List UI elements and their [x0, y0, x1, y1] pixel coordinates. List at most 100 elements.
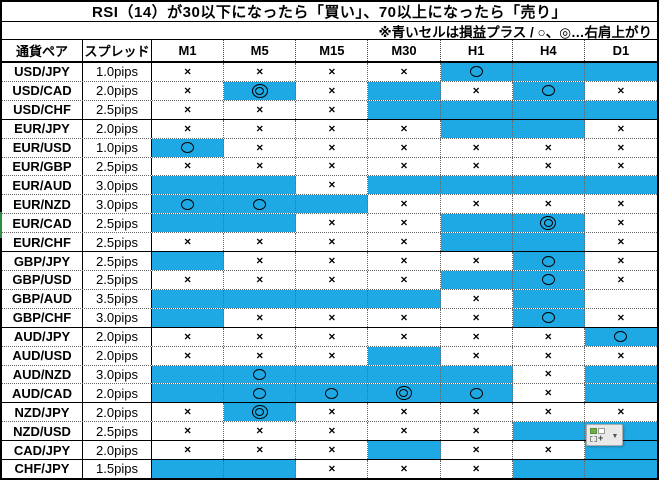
- cell-USD-JPY-M15[interactable]: ×: [296, 63, 369, 81]
- cell-AUD-USD-M5[interactable]: ×: [224, 346, 297, 365]
- spread-cell-EUR-NZD[interactable]: 3.0pips: [83, 195, 152, 214]
- cell-EUR-JPY-M15[interactable]: ×: [296, 119, 369, 138]
- cell-USD-CHF-M30[interactable]: [368, 100, 441, 119]
- cell-USD-CAD-M1[interactable]: ×: [152, 81, 225, 100]
- cell-GBP-CHF-H4[interactable]: [512, 308, 585, 327]
- cell-EUR-JPY-M5[interactable]: ×: [224, 119, 297, 138]
- cell-USD-CHF-M5[interactable]: ×: [224, 100, 297, 119]
- cell-GBP-AUD-H1[interactable]: ×: [440, 289, 513, 308]
- spread-cell-EUR-JPY[interactable]: 2.0pips: [83, 119, 152, 138]
- spread-cell-GBP-JPY[interactable]: 2.5pips: [83, 252, 152, 270]
- cell-USD-CAD-D1[interactable]: ×: [584, 81, 657, 100]
- cell-GBP-CHF-H1[interactable]: ×: [440, 308, 513, 327]
- cell-NZD-JPY-M15[interactable]: ×: [296, 403, 369, 422]
- cell-AUD-CAD-M5[interactable]: [224, 384, 297, 403]
- cell-EUR-GBP-H1[interactable]: ×: [440, 157, 513, 176]
- pair-cell-GBP-USD[interactable]: GBP/USD: [2, 270, 83, 289]
- column-header-M30[interactable]: M30: [368, 40, 441, 61]
- cell-GBP-AUD-H4[interactable]: [512, 289, 585, 308]
- cell-NZD-JPY-M5[interactable]: [224, 403, 297, 422]
- cell-EUR-USD-H1[interactable]: ×: [440, 138, 513, 157]
- cell-AUD-NZD-H1[interactable]: [440, 365, 513, 384]
- cell-GBP-JPY-M30[interactable]: ×: [368, 252, 441, 270]
- spread-cell-NZD-USD[interactable]: 2.5pips: [83, 422, 152, 441]
- pair-cell-USD-CHF[interactable]: USD/CHF: [2, 100, 83, 119]
- pair-cell-EUR-AUD[interactable]: EUR/AUD: [2, 176, 83, 195]
- autofill-dropdown-arrow[interactable]: ▼: [611, 432, 619, 440]
- cell-USD-CAD-M5[interactable]: [224, 81, 297, 100]
- autofill-options-button[interactable]: + ▼: [586, 424, 623, 446]
- cell-EUR-USD-M5[interactable]: ×: [224, 138, 297, 157]
- cell-GBP-CHF-M15[interactable]: ×: [296, 308, 369, 327]
- cell-EUR-GBP-M15[interactable]: ×: [296, 157, 369, 176]
- spread-cell-EUR-CAD[interactable]: 2.5pips: [83, 214, 152, 233]
- cell-AUD-USD-M30[interactable]: [368, 346, 441, 365]
- cell-AUD-USD-H4[interactable]: ×: [512, 346, 585, 365]
- cell-NZD-JPY-D1[interactable]: ×: [584, 403, 657, 422]
- spread-cell-NZD-JPY[interactable]: 2.0pips: [83, 403, 152, 422]
- cell-USD-JPY-D1[interactable]: [584, 63, 657, 81]
- cell-USD-JPY-H1[interactable]: [440, 63, 513, 81]
- cell-USD-CAD-M15[interactable]: ×: [296, 81, 369, 100]
- cell-EUR-NZD-H4[interactable]: ×: [512, 195, 585, 214]
- cell-AUD-NZD-M30[interactable]: [368, 365, 441, 384]
- pair-cell-USD-JPY[interactable]: USD/JPY: [2, 63, 83, 81]
- cell-EUR-NZD-H1[interactable]: ×: [440, 195, 513, 214]
- cell-AUD-NZD-M15[interactable]: [296, 365, 369, 384]
- pair-cell-GBP-AUD[interactable]: GBP/AUD: [2, 289, 83, 308]
- cell-GBP-JPY-M1[interactable]: [152, 252, 225, 270]
- cell-EUR-CAD-M30[interactable]: ×: [368, 214, 441, 233]
- pair-cell-CAD-JPY[interactable]: CAD/JPY: [2, 441, 83, 460]
- cell-NZD-JPY-H4[interactable]: ×: [512, 403, 585, 422]
- cell-EUR-USD-D1[interactable]: ×: [584, 138, 657, 157]
- cell-EUR-CAD-M1[interactable]: [152, 214, 225, 233]
- cell-NZD-JPY-H1[interactable]: ×: [440, 403, 513, 422]
- cell-EUR-CHF-M5[interactable]: ×: [224, 233, 297, 252]
- cell-AUD-JPY-D1[interactable]: [584, 327, 657, 346]
- pair-cell-EUR-NZD[interactable]: EUR/NZD: [2, 195, 83, 214]
- pair-cell-NZD-USD[interactable]: NZD/USD: [2, 422, 83, 441]
- cell-EUR-NZD-M1[interactable]: [152, 195, 225, 214]
- cell-AUD-USD-D1[interactable]: ×: [584, 346, 657, 365]
- cell-EUR-JPY-D1[interactable]: ×: [584, 119, 657, 138]
- cell-EUR-AUD-D1[interactable]: [584, 176, 657, 195]
- cell-EUR-GBP-M5[interactable]: ×: [224, 157, 297, 176]
- pair-cell-EUR-GBP[interactable]: EUR/GBP: [2, 157, 83, 176]
- cell-AUD-NZD-D1[interactable]: [584, 365, 657, 384]
- cell-EUR-CAD-M5[interactable]: [224, 214, 297, 233]
- cell-EUR-CHF-M1[interactable]: ×: [152, 233, 225, 252]
- cell-GBP-CHF-M1[interactable]: [152, 308, 225, 327]
- pair-cell-GBP-JPY[interactable]: GBP/JPY: [2, 252, 83, 270]
- cell-USD-CAD-M30[interactable]: [368, 81, 441, 100]
- cell-CHF-JPY-M15[interactable]: ×: [296, 460, 369, 478]
- cell-AUD-CAD-M1[interactable]: [152, 384, 225, 403]
- cell-NZD-USD-H4[interactable]: [512, 422, 585, 441]
- column-header-H1[interactable]: H1: [441, 40, 513, 61]
- cell-CHF-JPY-M1[interactable]: [152, 460, 225, 478]
- pair-cell-EUR-CHF[interactable]: EUR/CHF: [2, 233, 83, 252]
- cell-EUR-USD-M30[interactable]: ×: [368, 138, 441, 157]
- cell-EUR-NZD-M30[interactable]: ×: [368, 195, 441, 214]
- spread-cell-USD-CAD[interactable]: 2.0pips: [83, 81, 152, 100]
- cell-CAD-JPY-H4[interactable]: ×: [512, 441, 585, 460]
- column-header-M1[interactable]: M1: [152, 40, 225, 61]
- cell-GBP-AUD-D1[interactable]: [584, 289, 657, 308]
- cell-GBP-CHF-D1[interactable]: ×: [584, 308, 657, 327]
- cell-USD-CAD-H1[interactable]: ×: [440, 81, 513, 100]
- spread-cell-AUD-CAD[interactable]: 2.0pips: [83, 384, 152, 403]
- cell-NZD-JPY-M1[interactable]: ×: [152, 403, 225, 422]
- cell-USD-CHF-M1[interactable]: ×: [152, 100, 225, 119]
- cell-CHF-JPY-M30[interactable]: ×: [368, 460, 441, 478]
- cell-AUD-CAD-M30[interactable]: [368, 384, 441, 403]
- spread-cell-EUR-CHF[interactable]: 2.5pips: [83, 233, 152, 252]
- cell-AUD-CAD-H1[interactable]: [440, 384, 513, 403]
- cell-EUR-AUD-M5[interactable]: [224, 176, 297, 195]
- cell-GBP-JPY-M15[interactable]: ×: [296, 252, 369, 270]
- cell-EUR-CHF-H4[interactable]: [512, 233, 585, 252]
- column-header-M5[interactable]: M5: [224, 40, 297, 61]
- cell-EUR-USD-M1[interactable]: [152, 138, 225, 157]
- pair-cell-GBP-CHF[interactable]: GBP/CHF: [2, 308, 83, 327]
- cell-AUD-CAD-M15[interactable]: [296, 384, 369, 403]
- cell-AUD-JPY-M15[interactable]: ×: [296, 327, 369, 346]
- cell-GBP-AUD-M1[interactable]: [152, 289, 225, 308]
